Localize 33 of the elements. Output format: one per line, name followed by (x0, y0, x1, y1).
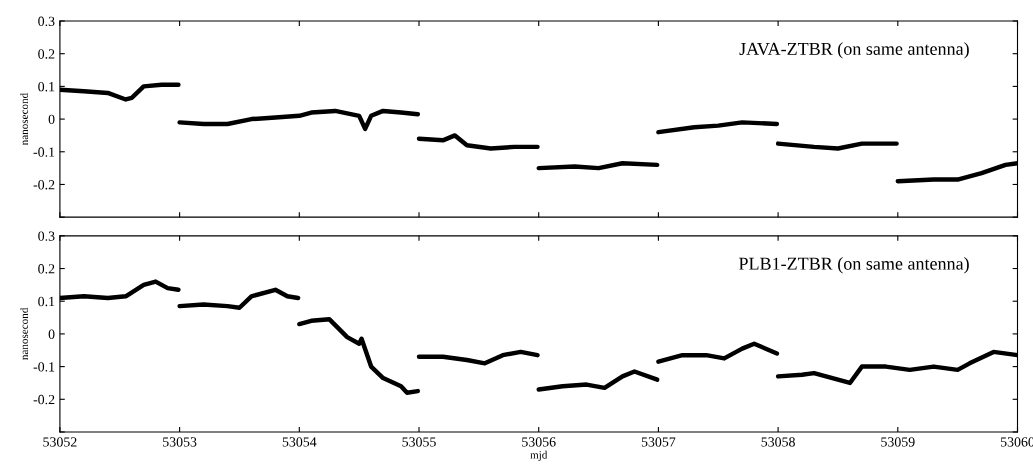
line-series (656, 341, 780, 364)
y-tick-label: 0.3 (38, 16, 55, 27)
y-tick-label: -0.1 (33, 362, 55, 372)
line-series (297, 316, 421, 395)
y-tick-label: 0.3 (38, 231, 55, 241)
x-tick-label: 53058 (761, 437, 795, 447)
line-series (177, 108, 421, 132)
x-axis-title: mjd (530, 450, 548, 461)
y-tick-label: 0.2 (38, 49, 55, 59)
x-tick-label: 53054 (282, 437, 317, 447)
y-tick-label: 0.2 (38, 264, 55, 274)
line-series (416, 349, 540, 366)
x-tick-label: 53053 (163, 437, 197, 447)
line-series (656, 120, 780, 135)
line-series (536, 369, 660, 392)
text: JAVA-ZTBR (on same antenna) (739, 42, 969, 59)
y-tick-label: -0.1 (33, 147, 55, 157)
text: PLB1-ZTBR (on same antenna) (738, 257, 969, 274)
line-series (177, 287, 301, 310)
x-tick-label: 53056 (522, 437, 556, 447)
x-tick-label: 53055 (402, 437, 436, 447)
y-tick-label: 0 (48, 114, 55, 125)
y-tick-label: -0.2 (33, 394, 55, 405)
y-tick-label: 0.1 (38, 81, 55, 92)
y-tick-label: -0.2 (33, 180, 55, 190)
y-axis-title: nanosecond (20, 93, 29, 146)
y-tick-label: 0.1 (38, 296, 55, 307)
y-tick-label: 0 (48, 329, 55, 339)
x-tick-label: 53052 (43, 437, 77, 447)
x-tick-label: 53059 (881, 437, 915, 447)
y-axis-title: nanosecond (20, 307, 29, 360)
line-series (416, 133, 540, 151)
x-tick-label: 53057 (641, 437, 676, 447)
